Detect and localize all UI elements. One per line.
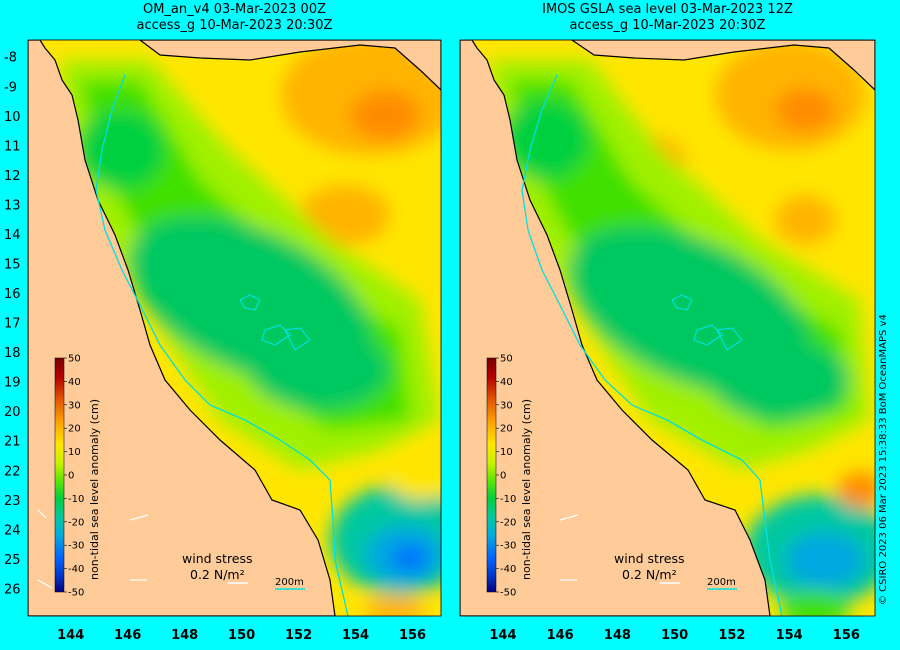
left-colorbar-tick-label: -20: [68, 517, 84, 528]
right-colorbar-tick-label: 10: [500, 447, 513, 458]
left-colorbar-tick-label: 30: [68, 400, 81, 411]
right-colorbar-tick-label: -30: [500, 541, 516, 552]
left-map-panel: [28, 40, 441, 616]
left-lat-tick-label: 18: [4, 346, 21, 361]
left-colorbar-tick-label: 20: [68, 424, 81, 435]
left-lat-tick-label: 12: [4, 169, 21, 184]
right-shelf-isobath: [521, 74, 783, 616]
left-panel-frame: [27, 39, 442, 617]
right-reef-outlines: [671, 294, 743, 351]
left-title-line1: OM_an_v4 03-Mar-2023 00Z: [142, 2, 327, 17]
right-wind-label: wind stress: [614, 551, 685, 566]
left-lat-tick-label: 14: [4, 228, 21, 243]
left-lon-tick-label: 148: [171, 628, 198, 643]
left-lat-tick-label: 19: [4, 376, 21, 391]
left-wind-label: wind stress: [182, 551, 253, 566]
left-lat-tick-label: 20: [4, 405, 21, 420]
left-lat-tick-label: 17: [4, 317, 21, 332]
left-reef-outlines: [239, 294, 311, 351]
right-colorbar-tick-label: 50: [500, 354, 513, 365]
left-lat-tick-label: 11: [4, 139, 21, 154]
axes-layer: -8 -9 10 11 12 13 14 15 16 17 18 19 20 21 22 23 24 25 26 14…: [4, 51, 860, 643]
left-lat-tick-label: 24: [4, 523, 21, 538]
left-colorbar-tick-label: -30: [68, 541, 84, 552]
right-lon-tick-label: 152: [718, 628, 745, 643]
right-wind-vectors: [559, 514, 579, 581]
credit-text: © CSIRO 2023 06 Mar 2023 15:38:33 BoM Oc…: [878, 314, 889, 605]
right-colorbar-label: non-tidal sea level anomaly (cm): [520, 399, 533, 580]
right-panel-frame: [459, 39, 876, 617]
right-colorbar-tick-label: 0: [500, 471, 506, 482]
left-isobath-label: 200m: [275, 577, 304, 588]
left-lat-tick-label: 21: [4, 435, 21, 450]
left-lat-tick-label: -8: [4, 51, 17, 66]
right-colorbar-tick-label: -40: [500, 564, 516, 575]
left-shelf-isobath: [95, 74, 349, 616]
left-anomaly-field: [60, 40, 441, 616]
right-colorbar-tick-label: 40: [500, 377, 513, 388]
left-australia-land: [28, 40, 336, 616]
right-colorbar-tick-label: -20: [500, 517, 516, 528]
right-map-panel: [460, 40, 875, 616]
left-png-land: [139, 40, 441, 91]
left-lat-tick-label: 22: [4, 464, 21, 479]
left-lat-tick-label: 16: [4, 287, 21, 302]
right-isobath-label: 200m: [707, 577, 736, 588]
left-lon-tick-label: 150: [228, 628, 255, 643]
left-lon-tick-label: 154: [342, 628, 369, 643]
left-colorbar-tick-label: -40: [68, 564, 84, 575]
right-colorbar-tick-label: -50: [500, 588, 516, 599]
left-lon-tick-label: 152: [285, 628, 312, 643]
left-title-line2: access_g 10-Mar-2023 20:30Z: [136, 18, 333, 33]
right-lon-tick-label: 156: [833, 628, 860, 643]
left-colorbar-tick-label: 0: [68, 471, 74, 482]
left-panel-title: OM_an_v4 03-Mar-2023 00Z access_g 10-Mar…: [28, 2, 441, 34]
left-colorbar-tick-label: -10: [68, 494, 84, 505]
right-wind-scale: 0.2 N/m²: [622, 567, 677, 582]
left-colorbar-gradient: [54, 357, 65, 593]
left-colorbar-tick-label: 50: [68, 354, 81, 365]
right-colorbar-gradient: [486, 357, 497, 593]
left-colorbar-label: non-tidal sea level anomaly (cm): [88, 399, 101, 580]
left-lon-tick-label: 144: [57, 628, 84, 643]
left-colorbar-tick-label: 10: [68, 447, 81, 458]
left-colorbar-tick-label: 40: [68, 377, 81, 388]
right-colorbar: [486, 357, 497, 593]
right-title-line2: access_g 10-Mar-2023 20:30Z: [569, 18, 766, 33]
right-lon-tick-label: 154: [776, 628, 803, 643]
right-lon-tick-label: 150: [661, 628, 688, 643]
left-lat-tick-label: 13: [4, 198, 21, 213]
right-colorbar-tick-label: -10: [500, 494, 516, 505]
right-panel-title: IMOS GSLA sea level 03-Mar-2023 12Z acce…: [460, 2, 875, 34]
left-lat-tick-label: 15: [4, 257, 21, 272]
right-lon-tick-label: 146: [547, 628, 574, 643]
right-lon-tick-label: 144: [489, 628, 516, 643]
right-png-land: [570, 40, 875, 91]
left-lat-tick-label: 10: [4, 110, 21, 125]
left-colorbar-tick-label: -50: [68, 588, 84, 599]
right-australia-land: [460, 40, 771, 616]
left-wind-scale: 0.2 N/m²: [190, 567, 245, 582]
left-wind-vectors: [37, 509, 149, 589]
right-colorbar-tick-label: 30: [500, 400, 513, 411]
right-title-line1: IMOS GSLA sea level 03-Mar-2023 12Z: [542, 2, 793, 17]
left-lat-tick-label: 25: [4, 553, 21, 568]
left-lat-tick-label: 26: [4, 582, 21, 597]
left-lat-tick-label: -9: [4, 80, 17, 95]
right-colorbar-tick-label: 20: [500, 424, 513, 435]
left-lon-tick-label: 146: [114, 628, 141, 643]
right-anomaly-field: [490, 40, 875, 616]
right-lon-tick-label: 148: [604, 628, 631, 643]
left-lat-tick-label: 23: [4, 494, 21, 509]
left-lon-tick-label: 156: [399, 628, 426, 643]
left-colorbar: [54, 357, 65, 593]
